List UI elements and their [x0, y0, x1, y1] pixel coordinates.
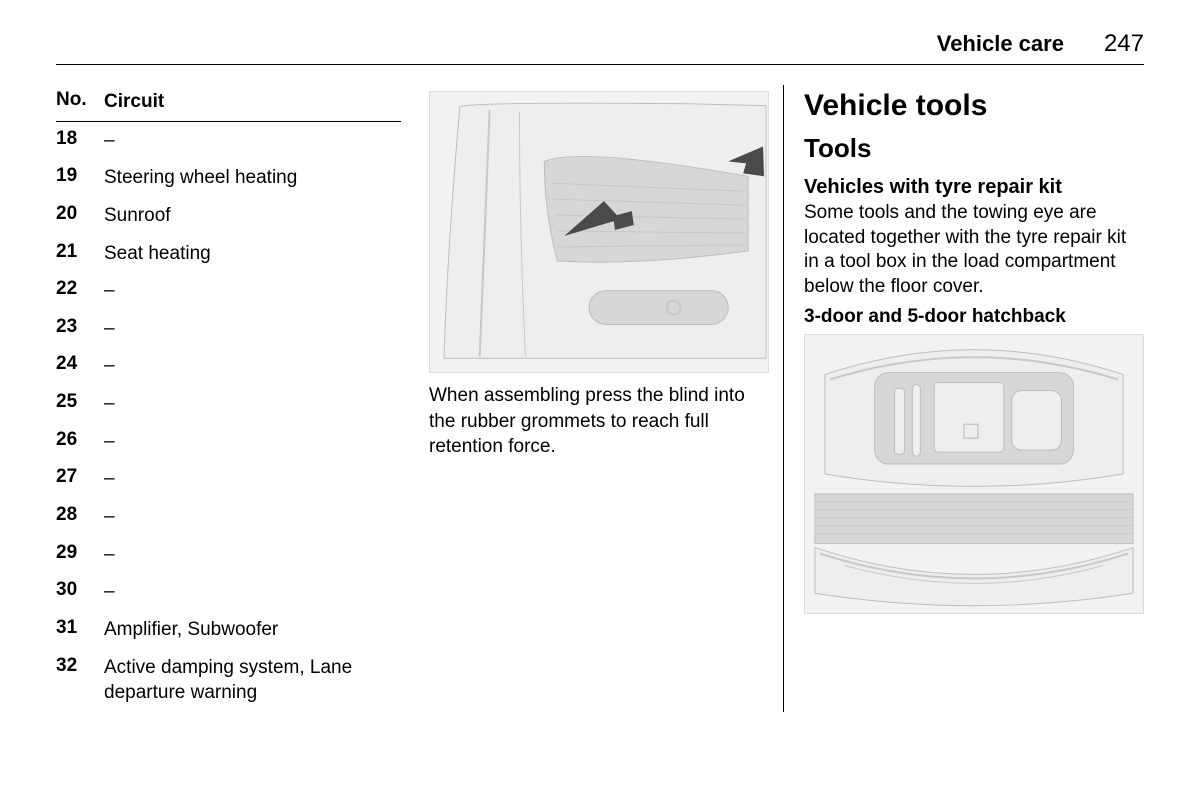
fuse-number: 30 [56, 579, 86, 601]
fuse-circuit: – [104, 504, 401, 530]
fuse-number: 26 [56, 429, 86, 451]
fuse-number: 22 [56, 278, 86, 300]
fuse-number: 24 [56, 353, 86, 375]
column-vehicle-tools: Vehicle tools Tools Vehicles with tyre r… [784, 85, 1144, 712]
fuse-circuit: – [104, 391, 401, 417]
fuse-number: 31 [56, 617, 86, 639]
section-title: Vehicle care [937, 31, 1064, 57]
table-header-row: No. Circuit [56, 85, 401, 122]
table-row: 20 Sunroof [56, 197, 401, 235]
fuse-circuit: Active damping system, Lane departure wa… [104, 655, 401, 706]
table-row: 30– [56, 573, 401, 611]
fuse-circuit: – [104, 316, 401, 342]
table-row: 23– [56, 310, 401, 348]
table-row: 27– [56, 460, 401, 498]
table-row: 19 Steering wheel heating [56, 159, 401, 197]
table-row: 21 Seat heating [56, 235, 401, 273]
fuse-circuit: – [104, 466, 401, 492]
toolbox-location-figure [804, 334, 1144, 614]
table-row: 26– [56, 423, 401, 461]
fuse-number: 25 [56, 391, 86, 413]
fuse-number: 29 [56, 542, 86, 564]
table-row: 31 Amplifier, Subwoofer [56, 611, 401, 649]
fuse-number: 28 [56, 504, 86, 526]
heading-tools: Tools [804, 133, 1130, 164]
page-number: 247 [1104, 30, 1144, 58]
fuse-circuit: – [104, 128, 401, 154]
fuse-circuit: Seat heating [104, 241, 401, 267]
fuse-number: 23 [56, 316, 86, 338]
table-row: 22– [56, 272, 401, 310]
fuse-number: 21 [56, 241, 86, 263]
column-fuse-table: No. Circuit 18–19Steering wheel heating2… [56, 85, 415, 712]
fuse-circuit: – [104, 353, 401, 379]
fuse-circuit: – [104, 579, 401, 605]
table-header-no: No. [56, 89, 86, 115]
body-text-tyre-kit: Some tools and the towing eye are locate… [804, 201, 1130, 300]
fuse-circuit: Amplifier, Subwoofer [104, 617, 401, 643]
table-row: 24– [56, 347, 401, 385]
fuse-number: 19 [56, 165, 86, 187]
table-row: 25– [56, 385, 401, 423]
fuse-number: 32 [56, 655, 86, 677]
fuse-circuit: Sunroof [104, 203, 401, 229]
fuse-circuit: – [104, 429, 401, 455]
heading-hatchback: 3-door and 5-door hatchback [804, 306, 1130, 328]
heading-vehicle-tools: Vehicle tools [804, 89, 1130, 123]
table-body: 18–19Steering wheel heating20Sunroof21Se… [56, 122, 401, 712]
page-header: Vehicle care 247 [56, 30, 1144, 65]
fuse-circuit: – [104, 542, 401, 568]
table-row: 29– [56, 536, 401, 574]
column-figure: When assembling press the blind into the… [415, 85, 784, 712]
table-row: 32 Active damping system, Lane departure … [56, 649, 401, 712]
content-columns: No. Circuit 18–19Steering wheel heating2… [56, 85, 1144, 712]
table-row: 28– [56, 498, 401, 536]
fuse-circuit: – [104, 278, 401, 304]
figure-caption: When assembling press the blind into the… [429, 383, 769, 460]
fuse-number: 20 [56, 203, 86, 225]
heading-tyre-repair-kit: Vehicles with tyre repair kit [804, 176, 1130, 199]
fuse-number: 27 [56, 466, 86, 488]
fuse-table: No. Circuit 18–19Steering wheel heating2… [56, 85, 401, 712]
fuse-circuit: Steering wheel heating [104, 165, 401, 191]
blind-assembly-figure [429, 91, 769, 373]
table-header-circuit: Circuit [104, 89, 401, 115]
table-row: 18– [56, 122, 401, 160]
fuse-number: 18 [56, 128, 86, 150]
